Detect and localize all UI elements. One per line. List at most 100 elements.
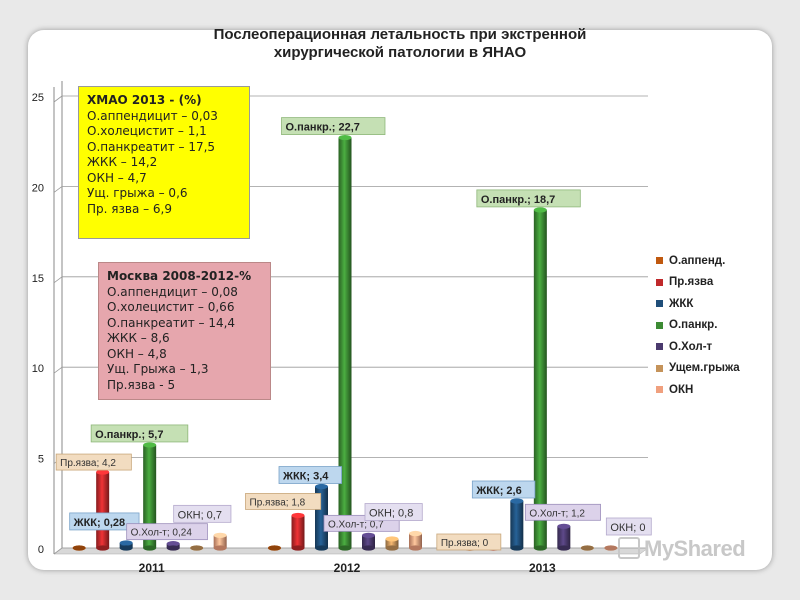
data-label-text: ЖКК; 3,4 — [282, 471, 329, 483]
data-label-box — [126, 523, 208, 541]
data-label-text: О.Хол-т; 1,2 — [529, 508, 585, 519]
data-label-text: О.панкр.; 5,7 — [95, 429, 163, 441]
bar-body — [96, 472, 110, 548]
data-label-text: О.Хол-т; 0,7 — [328, 519, 384, 530]
watermark-icon — [618, 537, 640, 559]
data-label-text: ОКН; 0 — [610, 522, 645, 534]
data-label-box — [281, 117, 386, 135]
y-tick-label: 20 — [32, 182, 44, 194]
moscow-line: Пр.язва - 5 — [107, 377, 176, 392]
data-label-box — [278, 466, 342, 484]
bar — [96, 469, 110, 551]
legend-item: О.Хол-т — [656, 336, 740, 358]
chart-title-line-1: Послеоперационная летальность при экстре… — [213, 26, 587, 43]
bar — [119, 540, 133, 551]
data-label-text: Пр.язва; 4,2 — [60, 458, 116, 469]
data-label-text: ОКН; 0,8 — [369, 508, 413, 520]
data-label-text: Пр.язва; 0 — [441, 538, 489, 549]
hmao-line: ЖКК – 14,2 — [87, 155, 158, 169]
bar — [143, 442, 157, 551]
moscow-line: О.холецистит – 0,66 — [107, 300, 235, 314]
bar — [190, 545, 204, 551]
bar — [338, 134, 352, 551]
legend-label: Пр.язва — [669, 276, 714, 289]
bar-top — [362, 532, 375, 538]
bar-top — [315, 483, 328, 490]
x-tick-label: 2011 — [139, 561, 165, 575]
bar-base — [315, 545, 328, 551]
hmao-line: Ущ. грыжа – 0,6 — [87, 186, 188, 200]
bar-base — [143, 545, 157, 551]
bar — [580, 545, 594, 551]
y-tick-label: 0 — [38, 544, 44, 556]
y-tick-label: 15 — [32, 273, 44, 285]
data-label: ЖКК; 0,28 — [69, 512, 140, 531]
legend-swatch — [656, 386, 663, 394]
hmao-box-title: ХМАО 2013 - (%) — [87, 93, 202, 107]
data-label-box — [90, 424, 189, 443]
moscow-line: О.аппендицит – 0,08 — [107, 284, 238, 299]
data-label-text: ОКН; 0,7 — [178, 509, 222, 521]
data-label-text: Пр.язва; 1,8 — [250, 497, 306, 508]
data-label-box — [245, 493, 322, 510]
bar-base — [580, 545, 594, 551]
data-label: Пр.язва; 1,8 — [245, 493, 322, 510]
legend-label: О.аппенд. — [669, 254, 726, 267]
bar-base — [409, 545, 422, 551]
bar-base — [190, 545, 204, 551]
chart-legend: О.аппенд. Пр.язва ЖКК О.панкр. О.Хол-т Ущем.г… — [656, 250, 740, 401]
legend-label: О.панкр. — [669, 319, 718, 332]
bar-top — [557, 523, 571, 529]
data-label-box — [69, 512, 140, 531]
data-label: ОКН; 0,8 — [364, 503, 423, 521]
data-label: О.панкр.; 18,7 — [476, 189, 581, 208]
bar-body — [510, 500, 524, 548]
bar-top — [338, 134, 352, 141]
data-label: ОКН; 0,7 — [173, 504, 232, 523]
legend-item: Пр.язва — [656, 272, 740, 294]
bar-base — [268, 545, 281, 551]
watermark-logo: MyShared — [618, 536, 746, 562]
hmao-line: О.аппендицит – 0,03 — [87, 108, 218, 123]
bar — [362, 532, 375, 551]
legend-item: ЖКК — [656, 293, 740, 315]
gridline-side — [53, 276, 63, 284]
bar-base — [604, 545, 618, 551]
bar-body — [533, 209, 547, 549]
bar — [557, 523, 571, 551]
moscow-box-title: Москва 2008-2012-% — [107, 269, 252, 283]
bar-top — [533, 207, 547, 213]
data-label: Пр.язва; 0 — [436, 533, 502, 551]
data-label-box — [471, 480, 536, 499]
data-label-text: О.панкр.; 18,7 — [481, 194, 555, 206]
data-label: О.панкр.; 22,7 — [281, 117, 386, 135]
bar-top — [96, 469, 110, 475]
hmao-line: ОКН – 4,7 — [87, 170, 147, 185]
data-label-box — [436, 533, 502, 551]
moscow-line: Ущ. Грыжа – 1,3 — [107, 362, 209, 376]
x-tick-label: 2012 — [334, 561, 361, 575]
legend-swatch — [656, 364, 663, 372]
data-label-text: ЖКК; 2,6 — [475, 485, 521, 497]
legend-swatch — [656, 278, 663, 286]
bar-top — [143, 442, 157, 448]
data-label: О.Хол-т; 0,24 — [126, 523, 208, 541]
bar — [533, 207, 547, 551]
legend-swatch — [656, 343, 663, 351]
bar-body — [338, 137, 352, 549]
bar-top — [213, 532, 227, 538]
data-label: Пр.язва; 4,2 — [55, 453, 132, 471]
gridline-side — [53, 95, 63, 103]
chart-title: Послеоперационная летальность при экстре… — [130, 26, 670, 62]
gridline-side — [53, 547, 63, 555]
data-label-box — [173, 504, 232, 523]
moscow-line: ОКН – 4,8 — [107, 346, 167, 361]
bar-base — [385, 545, 399, 551]
bar-body — [362, 535, 375, 548]
legend-item: Ущем.грыжа — [656, 358, 740, 380]
data-label-box — [605, 517, 652, 536]
data-label: ЖКК; 2,6 — [471, 480, 536, 499]
bar — [166, 541, 180, 551]
bar-top — [119, 540, 133, 546]
bar-body — [143, 444, 157, 548]
